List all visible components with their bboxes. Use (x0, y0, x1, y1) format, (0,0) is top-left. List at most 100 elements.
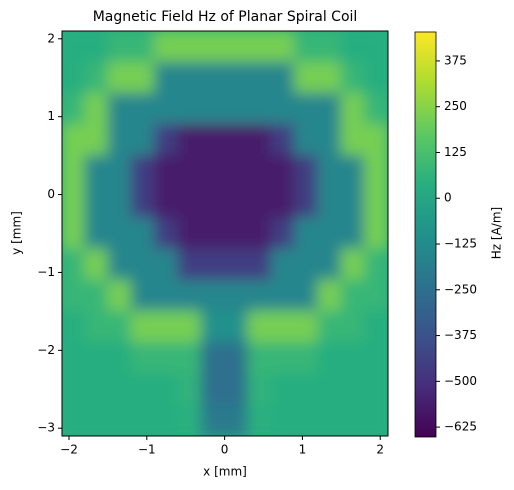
field-cell (364, 310, 388, 344)
field-cell (294, 404, 319, 436)
field-cell (364, 186, 388, 219)
field-cell (247, 61, 272, 94)
field-cell (247, 310, 272, 344)
field-cell (340, 92, 366, 125)
field-cell (317, 61, 342, 94)
field-cell (294, 92, 319, 125)
field-cell (317, 373, 342, 406)
field-cell (84, 310, 109, 344)
field-cell (200, 342, 226, 375)
field-cell (107, 186, 132, 219)
y-tick-label: 1 (47, 109, 55, 123)
y-tick-label: −1 (37, 265, 55, 279)
field-cell (294, 342, 319, 375)
field-cell (364, 279, 388, 312)
field-cell (200, 61, 226, 94)
field-cell (247, 31, 272, 63)
field-cell (154, 31, 179, 63)
field-cell (364, 61, 388, 94)
field-cell (247, 279, 272, 312)
field-cell (62, 123, 86, 157)
field-cell (177, 373, 202, 406)
field-cell (270, 31, 296, 63)
y-tick-label: 0 (47, 187, 55, 201)
field-cell (130, 373, 156, 406)
field-cell (340, 248, 366, 281)
field-cell (177, 155, 202, 188)
field-cell (62, 248, 86, 281)
field-cell (270, 217, 296, 250)
field-cell (107, 31, 132, 63)
field-cell (62, 310, 86, 344)
field-cell (84, 155, 109, 188)
field-cell (84, 123, 109, 157)
field-cell (364, 92, 388, 125)
field-cell (177, 310, 202, 344)
field-cell (84, 373, 109, 406)
field-cell (224, 31, 249, 63)
field-cell (247, 92, 272, 125)
field-cell (62, 92, 86, 125)
y-axis-label: y [mm] (10, 211, 24, 255)
field-cell (340, 155, 366, 188)
field-cell (317, 92, 342, 125)
field-cell (84, 217, 109, 250)
field-cell (364, 373, 388, 406)
field-cell (340, 279, 366, 312)
field-cell (200, 217, 226, 250)
field-cell (130, 310, 156, 344)
x-tick-label: 1 (299, 443, 307, 457)
field-cell (247, 248, 272, 281)
field-cell (154, 404, 179, 436)
field-cell (247, 123, 272, 157)
field-cell (224, 404, 249, 436)
field-cell (154, 217, 179, 250)
x-tick-label: −1 (138, 443, 156, 457)
field-cell (224, 155, 249, 188)
field-cell (270, 310, 296, 344)
field-cell (340, 186, 366, 219)
field-cell (84, 92, 109, 125)
field-cell (247, 217, 272, 250)
field-cell (224, 217, 249, 250)
field-cell (107, 92, 132, 125)
field-cell (317, 123, 342, 157)
field-cell (177, 61, 202, 94)
field-cell (130, 279, 156, 312)
field-cell (62, 61, 86, 94)
field-cell (130, 155, 156, 188)
field-cell (294, 248, 319, 281)
field-cell (270, 404, 296, 436)
field-cell (317, 217, 342, 250)
field-cell (270, 373, 296, 406)
field-cell (62, 186, 86, 219)
field-cell (154, 248, 179, 281)
field-cell (177, 186, 202, 219)
field-cell (317, 186, 342, 219)
field-cell (247, 155, 272, 188)
field-cell (294, 186, 319, 219)
field-cell (154, 155, 179, 188)
colorbar-tick-label: 0 (444, 191, 452, 205)
field-cell (107, 217, 132, 250)
field-cell (224, 310, 249, 344)
field (62, 31, 388, 436)
field-cell (130, 92, 156, 125)
field-cell (200, 248, 226, 281)
field-cell (154, 373, 179, 406)
field-cell (177, 123, 202, 157)
field-cell (107, 404, 132, 436)
field-cell (130, 31, 156, 63)
field-cell (107, 248, 132, 281)
field-cell (154, 310, 179, 344)
field-cell (270, 155, 296, 188)
field-cell (270, 186, 296, 219)
field-cell (107, 123, 132, 157)
colorbar-tick-label: 250 (444, 99, 467, 113)
field-cell (62, 373, 86, 406)
field-cell (224, 61, 249, 94)
field-cell (364, 248, 388, 281)
field-cell (340, 342, 366, 375)
field-cell (340, 217, 366, 250)
field-cell (107, 310, 132, 344)
